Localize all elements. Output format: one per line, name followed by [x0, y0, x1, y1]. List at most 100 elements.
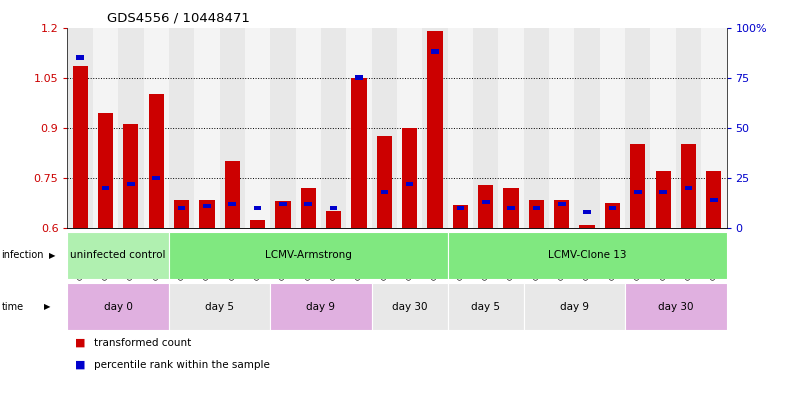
Bar [482, 200, 490, 204]
Bar [301, 188, 316, 228]
Bar [650, 28, 676, 228]
Bar [123, 124, 138, 228]
Text: day 9: day 9 [560, 301, 589, 312]
Bar [372, 283, 448, 330]
Bar [376, 136, 392, 228]
Bar [279, 202, 287, 206]
Bar [503, 188, 518, 228]
Bar [144, 28, 169, 228]
Bar [676, 28, 701, 228]
Bar [225, 161, 240, 228]
Bar [245, 28, 270, 228]
Bar [706, 171, 722, 228]
Bar [681, 144, 696, 228]
Text: GDS4556 / 10448471: GDS4556 / 10448471 [107, 12, 250, 25]
Bar [448, 232, 727, 279]
Text: ■: ■ [75, 338, 86, 348]
Text: day 5: day 5 [205, 301, 234, 312]
Bar [169, 28, 195, 228]
Bar [529, 200, 544, 228]
Bar [448, 28, 473, 228]
Text: day 0: day 0 [104, 301, 133, 312]
Bar [630, 144, 646, 228]
Bar [199, 200, 214, 228]
Bar [473, 28, 499, 228]
Bar [431, 50, 439, 54]
Bar [380, 190, 388, 194]
Bar [558, 202, 565, 206]
Text: percentile rank within the sample: percentile rank within the sample [94, 360, 270, 369]
Bar [276, 201, 291, 228]
Bar [599, 28, 625, 228]
Bar [402, 128, 418, 228]
Bar [118, 28, 144, 228]
Bar [330, 206, 337, 210]
Bar [625, 283, 727, 330]
Bar [67, 28, 93, 228]
Bar [574, 28, 599, 228]
Bar [76, 55, 84, 60]
Bar [178, 206, 185, 210]
Bar [499, 28, 524, 228]
Bar [72, 66, 88, 228]
Bar [355, 75, 363, 80]
Bar [448, 283, 524, 330]
Bar [609, 206, 616, 210]
Bar [148, 94, 164, 228]
Bar [152, 176, 160, 180]
Text: LCMV-Clone 13: LCMV-Clone 13 [548, 250, 626, 261]
Text: ▶: ▶ [49, 251, 56, 260]
Bar [549, 28, 574, 228]
Bar [169, 283, 270, 330]
Text: infection: infection [2, 250, 44, 261]
Bar [169, 232, 448, 279]
Text: time: time [2, 301, 24, 312]
Bar [580, 224, 595, 228]
Bar [634, 190, 642, 194]
Bar [625, 28, 650, 228]
Text: day 30: day 30 [658, 301, 694, 312]
Bar [250, 220, 265, 228]
Text: day 5: day 5 [471, 301, 500, 312]
Bar [701, 28, 727, 228]
Bar [67, 232, 169, 279]
Bar [98, 113, 113, 228]
Bar [67, 283, 169, 330]
Text: LCMV-Armstrong: LCMV-Armstrong [265, 250, 352, 261]
Bar [304, 202, 312, 206]
Bar [524, 283, 625, 330]
Text: day 9: day 9 [306, 301, 335, 312]
Bar [326, 211, 341, 228]
Bar [605, 203, 620, 228]
Bar [352, 77, 367, 228]
Bar [229, 202, 236, 206]
Bar [457, 206, 464, 210]
Bar [346, 28, 372, 228]
Text: ■: ■ [75, 360, 86, 369]
Bar [321, 28, 346, 228]
Bar [270, 283, 372, 330]
Text: transformed count: transformed count [94, 338, 191, 348]
Bar [195, 28, 220, 228]
Bar [584, 210, 591, 214]
Bar [478, 184, 493, 228]
Bar [684, 185, 692, 190]
Bar [533, 206, 540, 210]
Bar [453, 204, 468, 228]
Bar [397, 28, 422, 228]
Bar [203, 204, 210, 208]
Bar [254, 206, 261, 210]
Bar [554, 200, 569, 228]
Bar [659, 190, 667, 194]
Bar [93, 28, 118, 228]
Bar [102, 185, 110, 190]
Bar [270, 28, 295, 228]
Bar [174, 200, 189, 228]
Bar [127, 182, 135, 186]
Text: day 30: day 30 [392, 301, 427, 312]
Bar [406, 182, 414, 186]
Bar [710, 198, 718, 202]
Bar [295, 28, 321, 228]
Bar [220, 28, 245, 228]
Bar [524, 28, 549, 228]
